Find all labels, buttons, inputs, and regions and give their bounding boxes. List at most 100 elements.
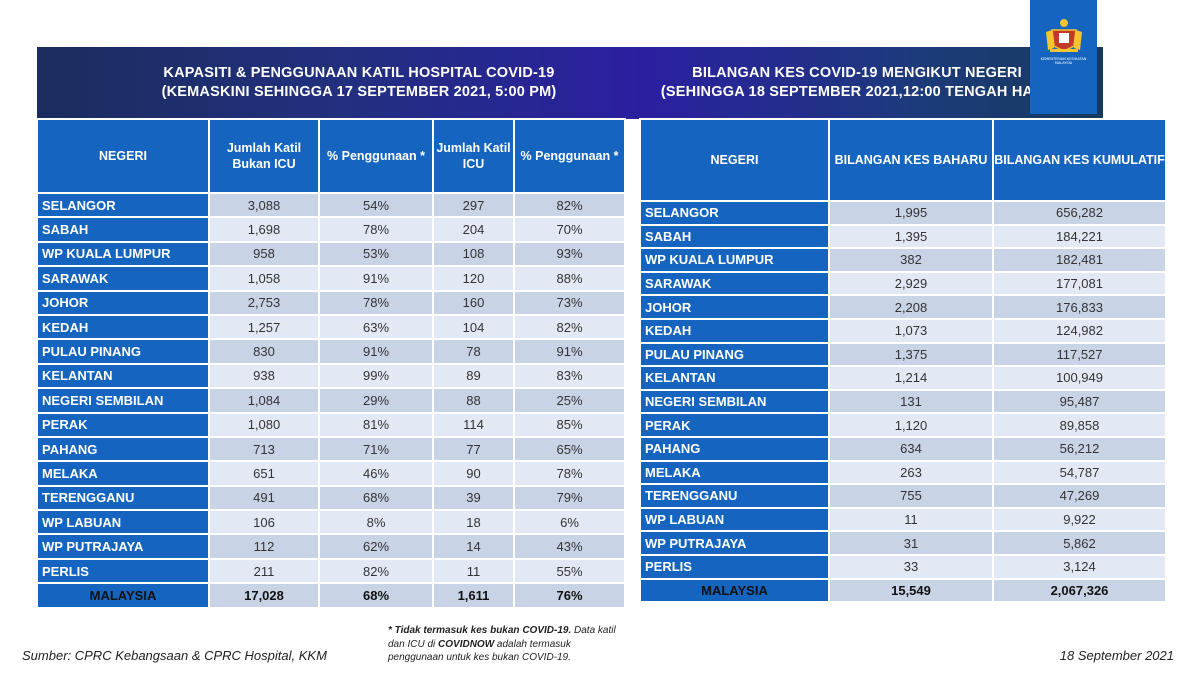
value-cell: 11 [828, 506, 994, 533]
table-row: PERLIS 211 82% 11 55% [36, 557, 626, 585]
value-cell: 25% [513, 387, 626, 414]
value-cell: 2,753 [208, 289, 320, 316]
table-row: MELAKA 263 54,787 [639, 459, 1167, 486]
column-header: % Penggunaan * [513, 118, 626, 194]
value-cell: 15,549 [828, 577, 994, 604]
right-title-banner: BILANGAN KES COVID-19 MENGIKUT NEGERI (S… [641, 47, 1103, 119]
table-row: SELANGOR 3,088 54% 297 82% [36, 191, 626, 219]
table-row: SABAH 1,395 184,221 [639, 223, 1167, 250]
value-cell: 73% [513, 289, 626, 316]
state-name-cell: SABAH [639, 223, 830, 250]
value-cell: 93% [513, 240, 626, 268]
value-cell: 1,058 [208, 265, 320, 292]
state-name-cell: PULAU PINANG [36, 338, 210, 365]
kkm-logo: KEMENTERIAN KESIHATAN MALAYSIA [1030, 0, 1097, 114]
footnote-bold: * Tidak termasuk kes bukan COVID-19. [388, 625, 572, 636]
state-name-cell: MALAYSIA [36, 582, 210, 609]
table-row: TERENGGANU 491 68% 39 79% [36, 484, 626, 512]
value-cell: 11 [432, 557, 515, 585]
value-cell: 755 [828, 483, 994, 509]
state-name-cell: TERENGGANU [639, 483, 830, 509]
value-cell: 160 [432, 289, 515, 316]
column-header: % Penggunaan * [318, 118, 434, 194]
value-cell: 211 [208, 557, 320, 585]
footnote: * Tidak termasuk kes bukan COVID-19. Dat… [388, 624, 618, 665]
table-row: WP PUTRAJAYA 31 5,862 [639, 530, 1167, 556]
state-name-cell: SABAH [36, 216, 210, 243]
state-name-cell: JOHOR [36, 289, 210, 316]
total-row: MALAYSIA 17,028 68% 1,611 76% [36, 582, 626, 609]
table-row: PULAU PINANG 1,375 117,527 [639, 341, 1167, 368]
state-name-cell: MELAKA [36, 460, 210, 487]
value-cell: 33 [828, 553, 994, 580]
table-row: SARAWAK 2,929 177,081 [639, 270, 1167, 297]
table-row: WP PUTRAJAYA 112 62% 14 43% [36, 533, 626, 560]
value-cell: 62% [318, 533, 434, 560]
table-row: NEGERI SEMBILAN 1,084 29% 88 25% [36, 387, 626, 414]
value-cell: 1,120 [828, 412, 994, 438]
value-cell: 1,395 [828, 223, 994, 250]
column-header: Jumlah Katil Bukan ICU [208, 118, 320, 194]
state-name-cell: NEGERI SEMBILAN [639, 388, 830, 415]
value-cell: 958 [208, 240, 320, 268]
value-cell: 382 [828, 247, 994, 273]
value-cell: 39 [432, 484, 515, 512]
value-cell: 91% [513, 338, 626, 365]
value-cell: 81% [318, 411, 434, 438]
value-cell: 263 [828, 459, 994, 486]
value-cell: 89 [432, 362, 515, 390]
value-cell: 90 [432, 460, 515, 487]
state-name-cell: KEDAH [36, 313, 210, 341]
covid-cases-table: NEGERI BILANGAN KES BAHARU BILANGAN KES KU… [639, 118, 1167, 604]
state-name-cell: WP PUTRAJAYA [36, 533, 210, 560]
value-cell: 83% [513, 362, 626, 390]
value-cell: 89,858 [992, 412, 1167, 438]
logo-caption: KEMENTERIAN KESIHATAN MALAYSIA [1040, 57, 1087, 65]
value-cell: 184,221 [992, 223, 1167, 250]
state-name-cell: PAHANG [36, 435, 210, 463]
state-name-cell: PERAK [36, 411, 210, 438]
value-cell: 78% [318, 216, 434, 243]
state-name-cell: SELANGOR [36, 191, 210, 219]
table-row: WP LABUAN 11 9,922 [639, 506, 1167, 533]
table-row: SABAH 1,698 78% 204 70% [36, 216, 626, 243]
table-row: PAHANG 634 56,212 [639, 435, 1167, 462]
state-name-cell: JOHOR [639, 294, 830, 320]
value-cell: 95,487 [992, 388, 1167, 415]
value-cell: 297 [432, 191, 515, 219]
value-cell: 1,073 [828, 317, 994, 344]
value-cell: 88% [513, 265, 626, 292]
table-row: PERLIS 33 3,124 [639, 553, 1167, 580]
value-cell: 108 [432, 240, 515, 268]
state-name-cell: PERLIS [639, 553, 830, 580]
state-name-cell: WP KUALA LUMPUR [36, 240, 210, 268]
value-cell: 1,084 [208, 387, 320, 414]
table-row: JOHOR 2,753 78% 160 73% [36, 289, 626, 316]
footnote-text-1: Data katil dan ICU di [388, 625, 616, 650]
state-name-cell: PERLIS [36, 557, 210, 585]
value-cell: 77 [432, 435, 515, 463]
value-cell: 54,787 [992, 459, 1167, 486]
value-cell: 43% [513, 533, 626, 560]
value-cell: 17,028 [208, 582, 320, 609]
table-row: KELANTAN 938 99% 89 83% [36, 362, 626, 390]
value-cell: 78% [513, 460, 626, 487]
value-cell: 14 [432, 533, 515, 560]
value-cell: 176,833 [992, 294, 1167, 320]
value-cell: 78 [432, 338, 515, 365]
state-name-cell: MELAKA [639, 459, 830, 486]
table-row: WP KUALA LUMPUR 958 53% 108 93% [36, 240, 626, 268]
value-cell: 182,481 [992, 247, 1167, 273]
table-row: KELANTAN 1,214 100,949 [639, 365, 1167, 391]
value-cell: 106 [208, 509, 320, 536]
source-note: Sumber: CPRC Kebangsaan & CPRC Hospital,… [22, 648, 327, 663]
value-cell: 8% [318, 509, 434, 536]
left-title-banner: KAPASITI & PENGGUNAAN KATIL HOSPITAL COV… [37, 47, 641, 119]
value-cell: 65% [513, 435, 626, 463]
state-name-cell: PERAK [639, 412, 830, 438]
value-cell: 82% [318, 557, 434, 585]
table-row: SARAWAK 1,058 91% 120 88% [36, 265, 626, 292]
column-header: NEGERI [36, 118, 210, 194]
value-cell: 656,282 [992, 200, 1167, 226]
value-cell: 1,611 [432, 582, 515, 609]
